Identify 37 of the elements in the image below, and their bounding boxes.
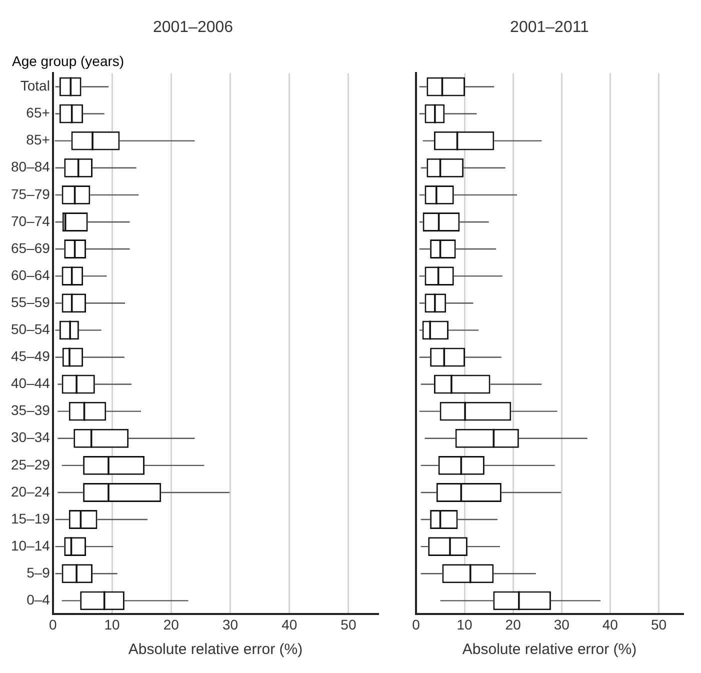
y-tick-label: 0–4 (26, 592, 50, 608)
y-tick-label: 65+ (26, 104, 50, 121)
y-tick-label: 50–54 (10, 321, 50, 338)
y-tick-label: 45–49 (10, 348, 50, 364)
y-tick-label: 70–74 (10, 212, 50, 229)
y-tick-label: 15–19 (10, 510, 50, 526)
y-tick-label: 10–14 (10, 537, 50, 554)
x-tick-label: 10 (104, 616, 120, 632)
chart-title: 2001–2006 (152, 19, 234, 36)
x-tick-label: 30 (554, 616, 570, 632)
x-tick-label: 40 (282, 616, 298, 632)
x-tick-label: 10 (456, 616, 473, 632)
x-tick-label: 50 (650, 616, 667, 632)
x-axis-title: Absolute relative error (%) (128, 641, 303, 658)
y-tick-label: 80–84 (10, 158, 50, 175)
x-tick-label: 50 (340, 616, 356, 632)
x-axis-title: Absolute relative error (%) (462, 641, 637, 658)
y-tick-label: 5–9 (26, 564, 50, 580)
y-tick-label: 35–39 (10, 402, 50, 418)
y-tick-label: 60–64 (10, 266, 50, 283)
y-tick-label: 20–24 (10, 483, 50, 500)
x-tick-label: 40 (602, 616, 618, 632)
x-tick-label: 30 (222, 616, 238, 632)
y-tick-label: 65–69 (10, 240, 50, 256)
y-tick-label: Total (20, 78, 50, 94)
x-tick-label: 20 (163, 616, 180, 632)
y-tick-label: 85+ (26, 132, 50, 148)
y-tick-label: 55–59 (10, 294, 50, 310)
y-tick-label: 40–44 (10, 375, 50, 392)
x-tick-label: 0 (49, 616, 58, 632)
x-tick-label: 20 (505, 616, 522, 632)
x-tick-label: 0 (412, 616, 420, 632)
y-tick-label: 25–29 (10, 456, 50, 472)
y-axis-title: Age group (years) (12, 53, 124, 70)
y-tick-label: 30–34 (10, 429, 50, 446)
chart-title: 2001–2011 (510, 19, 590, 36)
y-tick-label: 75–79 (10, 186, 50, 202)
